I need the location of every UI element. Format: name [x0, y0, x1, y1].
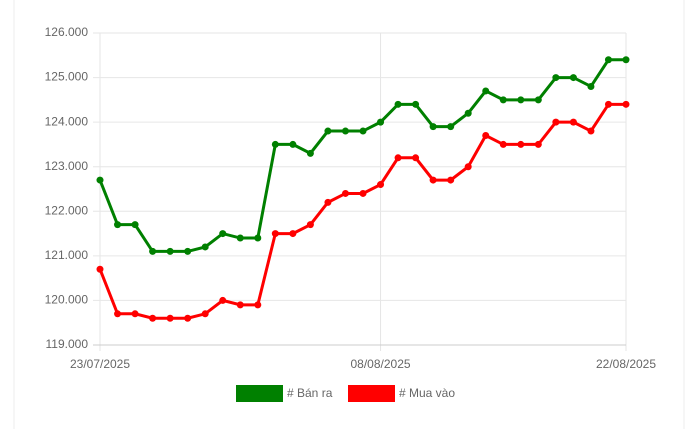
data-point: [359, 127, 367, 135]
y-tick-label: 125.000: [45, 70, 89, 84]
data-point: [534, 140, 542, 148]
data-point: [622, 56, 630, 64]
y-tick-label: 124.000: [45, 114, 89, 128]
data-point: [149, 314, 157, 322]
data-point: [552, 118, 560, 126]
data-point: [271, 140, 279, 148]
data-point: [587, 127, 595, 135]
data-point: [377, 181, 385, 189]
data-point: [236, 234, 244, 242]
data-point: [359, 189, 367, 197]
y-tick-label: 119.000: [46, 337, 89, 351]
legend-swatch: [236, 385, 283, 402]
data-point: [324, 127, 332, 135]
data-point: [254, 301, 262, 309]
series-line: [98, 58, 626, 253]
data-point: [184, 247, 192, 255]
data-point: [96, 176, 104, 184]
data-point: [114, 221, 122, 229]
data-point: [149, 247, 157, 255]
data-point: [219, 296, 227, 304]
data-point: [604, 56, 612, 64]
data-point: [552, 74, 560, 82]
data-point: [236, 301, 244, 309]
data-point: [534, 96, 542, 104]
data-point: [447, 123, 455, 131]
y-tick-label: 120.000: [45, 293, 89, 307]
data-point: [201, 310, 209, 318]
data-point: [131, 310, 139, 318]
data-point: [201, 243, 209, 251]
data-point: [289, 140, 297, 148]
data-point: [394, 100, 402, 108]
data-point: [499, 96, 507, 104]
legend-label: # Mua vào: [399, 386, 455, 400]
data-point: [166, 314, 174, 322]
data-point: [341, 189, 349, 197]
legend-label: # Bán ra: [287, 386, 333, 400]
data-point: [324, 198, 332, 206]
x-tick-label: 22/08/2025: [596, 357, 656, 371]
data-point: [429, 176, 437, 184]
data-point: [412, 154, 420, 162]
data-point: [306, 221, 314, 229]
data-point: [587, 82, 595, 90]
data-point: [569, 118, 577, 126]
x-tick-label: 23/07/2025: [70, 357, 130, 371]
legend-swatch: [348, 385, 395, 402]
data-point: [254, 234, 262, 242]
data-point: [114, 310, 122, 318]
data-point: [394, 154, 402, 162]
data-point: [271, 230, 279, 238]
y-tick-label: 123.000: [45, 159, 89, 173]
data-point: [96, 265, 104, 273]
data-point: [499, 140, 507, 148]
data-point: [517, 96, 525, 104]
data-point: [377, 118, 385, 126]
data-point: [604, 100, 612, 108]
data-point: [482, 87, 490, 95]
data-point: [341, 127, 349, 135]
data-point: [412, 100, 420, 108]
y-tick-label: 122.000: [45, 203, 89, 217]
data-point: [569, 74, 577, 82]
data-point: [166, 247, 174, 255]
data-point: [622, 100, 630, 108]
y-tick-label: 121.000: [45, 248, 89, 262]
data-point: [219, 230, 227, 238]
data-point: [447, 176, 455, 184]
data-point: [464, 163, 472, 171]
data-point: [289, 230, 297, 238]
data-point: [131, 221, 139, 229]
data-point: [482, 132, 490, 140]
data-point: [464, 109, 472, 117]
data-point: [306, 149, 314, 157]
x-tick-label: 08/08/2025: [351, 357, 411, 371]
data-point: [184, 314, 192, 322]
y-tick-label: 126.000: [45, 25, 89, 39]
data-point: [429, 123, 437, 131]
data-point: [517, 140, 525, 148]
